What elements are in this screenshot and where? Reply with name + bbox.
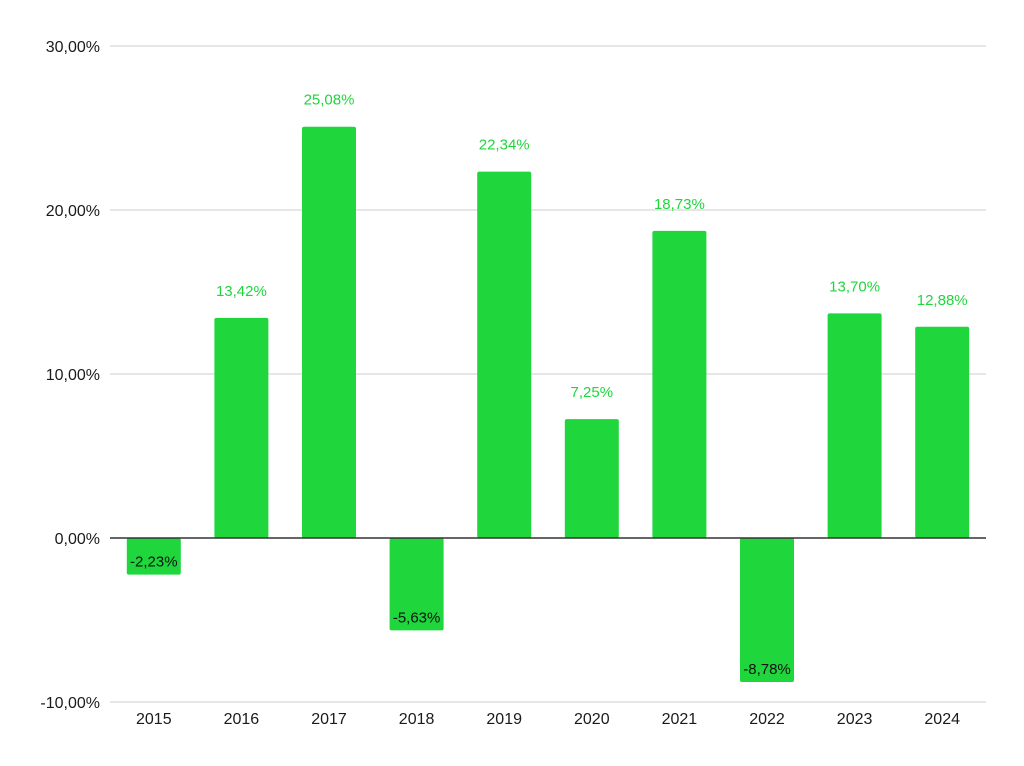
data-label: 13,42% xyxy=(216,283,267,300)
data-label: 25,08% xyxy=(304,92,355,109)
bar-2020 xyxy=(564,419,619,538)
x-tick-label: 2017 xyxy=(311,711,347,728)
bar-2018 xyxy=(389,538,444,631)
data-label: 13,70% xyxy=(829,278,880,295)
y-axis-ticks: 30,00% 20,00% 10,00% 0,00% -10,00% xyxy=(40,39,100,712)
x-tick-label: 2024 xyxy=(924,711,960,728)
bar-2024 xyxy=(915,326,970,538)
bar-2023 xyxy=(827,313,882,538)
bar-2021 xyxy=(652,230,707,538)
data-label: -5,63% xyxy=(393,609,441,626)
x-tick-label: 2019 xyxy=(486,711,522,728)
bar-2015 xyxy=(126,538,181,575)
x-tick-label: 2021 xyxy=(662,711,698,728)
x-tick-label: 2015 xyxy=(136,711,172,728)
bar-2016 xyxy=(214,317,269,538)
data-label: 22,34% xyxy=(479,137,530,154)
bar-2019 xyxy=(477,171,532,538)
data-labels: -2,23% 13,42% 25,08% -5,63% 22,34% 7,25% 18,73… xyxy=(130,92,968,678)
y-tick-label: 20,00% xyxy=(46,203,100,220)
x-tick-label: 2022 xyxy=(749,711,785,728)
bars xyxy=(126,126,970,682)
data-label: -8,78% xyxy=(743,661,791,678)
x-tick-label: 2020 xyxy=(574,711,610,728)
bar-2017 xyxy=(302,126,356,539)
y-tick-label: 10,00% xyxy=(46,367,100,384)
x-tick-label: 2018 xyxy=(399,711,435,728)
x-tick-label: 2016 xyxy=(224,711,260,728)
y-tick-label: 0,00% xyxy=(55,531,100,548)
x-tick-label: 2023 xyxy=(837,711,873,728)
data-label: -2,23% xyxy=(130,554,178,571)
bar-2022 xyxy=(740,538,794,682)
y-tick-label: 30,00% xyxy=(46,39,100,56)
data-label: 12,88% xyxy=(917,292,968,309)
data-label: 18,73% xyxy=(654,196,705,213)
data-label: 7,25% xyxy=(571,384,614,401)
y-tick-label: -10,00% xyxy=(40,695,100,712)
x-axis-ticks: 2015 2016 2017 2018 2019 2020 2021 2022 2023 2024 xyxy=(136,711,960,728)
